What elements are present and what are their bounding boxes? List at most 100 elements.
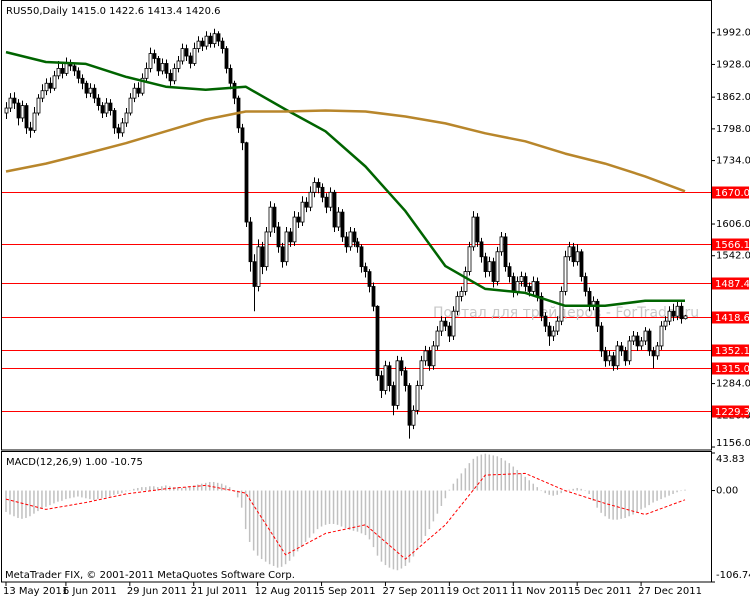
histogram-bar: [5, 490, 7, 512]
histogram-bar: [464, 468, 467, 491]
histogram-bar: [45, 490, 47, 507]
candle-body: [567, 246, 572, 258]
candle-body: [84, 82, 89, 94]
histogram-bar: [492, 455, 495, 491]
candle-body: [280, 246, 285, 263]
candle-body: [675, 305, 680, 317]
histogram-bar: [508, 463, 511, 491]
histogram-bar: [49, 490, 51, 506]
candle-body: [28, 127, 33, 131]
histogram-bar: [672, 490, 674, 494]
candle-body: [336, 211, 341, 228]
histogram-bar: [344, 490, 347, 529]
histogram-bar: [145, 487, 147, 491]
histogram-bar: [117, 490, 119, 494]
y-tick-label: -106.74: [716, 570, 750, 581]
histogram-bar: [484, 453, 487, 491]
candle-body: [184, 48, 189, 57]
histogram-bar: [388, 490, 391, 568]
histogram-bar: [392, 490, 395, 570]
candle-body: [76, 70, 81, 79]
candle-body: [268, 206, 273, 233]
x-tick-label: 29 Jun 2011: [127, 586, 187, 597]
histogram-bar: [153, 486, 155, 491]
candle-body: [651, 350, 656, 357]
histogram-bar: [380, 490, 383, 562]
histogram-bar: [652, 490, 654, 503]
histogram-bar: [17, 490, 19, 518]
histogram-bar: [376, 490, 379, 556]
histogram-bar: [412, 490, 415, 557]
candle-body: [108, 102, 113, 111]
candle-body: [300, 201, 305, 223]
candle-body: [571, 246, 576, 263]
candle-body: [324, 196, 329, 208]
histogram-bar: [288, 490, 291, 561]
candle-body: [471, 216, 476, 248]
candle-body: [395, 360, 400, 406]
candle-body: [643, 330, 648, 342]
candle-body: [164, 63, 169, 74]
candle-body: [36, 97, 41, 114]
candle-body: [8, 97, 13, 109]
candle-body: [112, 110, 117, 129]
histogram-bar: [97, 490, 99, 500]
histogram-bar: [320, 490, 323, 527]
histogram-bar: [157, 487, 159, 491]
candle-body: [467, 246, 472, 272]
histogram-bar: [476, 456, 479, 491]
candle-body: [248, 221, 253, 263]
y-tick-label: 1992.0: [716, 28, 750, 39]
histogram-bar: [576, 487, 578, 491]
histogram-bar: [276, 490, 279, 568]
y-tick-label: 43.83: [716, 454, 745, 465]
candle-body: [180, 48, 185, 62]
candle-body: [539, 295, 544, 317]
indicator-line: [5, 472, 686, 560]
histogram-bar: [540, 490, 542, 492]
histogram-bar: [300, 490, 303, 548]
candle-body: [144, 68, 149, 79]
candle-body: [344, 236, 349, 248]
candle-body: [116, 127, 121, 134]
candle-body: [52, 75, 57, 89]
histogram-bar: [212, 481, 215, 491]
histogram-bar: [224, 485, 227, 491]
candle-body: [563, 256, 568, 292]
histogram-bar: [228, 487, 231, 491]
candle-body: [575, 251, 580, 263]
candle-body: [204, 35, 209, 47]
panel-frame: [1, 451, 712, 583]
histogram-bar: [252, 490, 255, 551]
candle-body: [603, 350, 608, 362]
histogram-bar: [220, 483, 223, 491]
level-label: 1352.1: [715, 346, 750, 357]
candle-body: [196, 40, 201, 49]
histogram-bar: [304, 490, 307, 542]
histogram-bar: [636, 490, 638, 512]
candle-body: [399, 360, 404, 372]
histogram-bar: [348, 490, 351, 530]
histogram-bar: [109, 490, 111, 497]
histogram-bar: [216, 482, 219, 491]
candle-body: [272, 206, 277, 228]
histogram-bar: [336, 490, 339, 525]
candle-body: [555, 320, 560, 332]
histogram-bar: [308, 490, 311, 538]
histogram-bar: [408, 490, 411, 563]
candle-body: [635, 335, 640, 347]
footnote: MetaTrader FIX, © 2001-2011 MetaQuotes S…: [5, 570, 295, 581]
histogram-bar: [248, 490, 251, 542]
candle-body: [100, 105, 105, 114]
x-tick-label: 5 Dec 2011: [574, 586, 632, 597]
candle-body: [140, 77, 145, 94]
x-tick-label: 27 Sep 2011: [382, 586, 445, 597]
candle-body: [72, 65, 77, 72]
x-tick-label: 5 Sep 2011: [319, 586, 376, 597]
candle-body: [499, 236, 504, 253]
histogram-bar: [420, 490, 423, 543]
level-label-box: [712, 405, 749, 418]
histogram-bar: [272, 490, 275, 566]
histogram-bar: [428, 490, 431, 530]
candle-body: [16, 102, 21, 119]
